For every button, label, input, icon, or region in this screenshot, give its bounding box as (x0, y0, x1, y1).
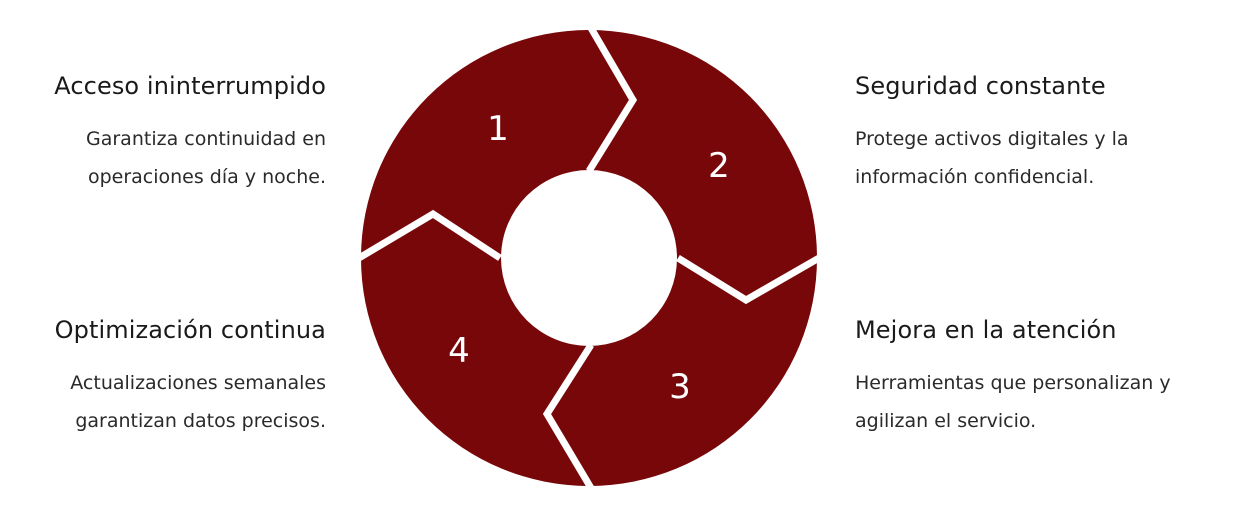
step-2-block: Seguridad constante Protege activos digi… (855, 72, 1175, 196)
separator-1-2 (586, 26, 638, 173)
step-2-description-line-1: Protege activos digitales y la (855, 128, 1129, 150)
step-1-description-line-2: operaciones día y noche. (87, 166, 326, 188)
step-2-description-line-2: información confidencial. (855, 166, 1095, 188)
step-2-description: Protege activos digitales y la informaci… (855, 120, 1175, 196)
cycle-center (501, 170, 677, 346)
step-3-description: Herramientas que personalizan y agilizan… (855, 364, 1175, 440)
step-4-description: Actualizaciones semanales garantizan dat… (6, 364, 326, 440)
segment-number-2: 2 (708, 146, 730, 186)
step-4-title: Optimización continua (54, 316, 326, 344)
separator-2-3 (676, 254, 821, 305)
step-3-description-line-2: agilizan el servicio. (855, 410, 1037, 432)
step-3-description-line-1: Herramientas que personalizan y (855, 372, 1171, 394)
step-4-description-line-1: Actualizaciones semanales (70, 372, 326, 394)
step-4-description-line-2: garantizan datos precisos. (75, 410, 326, 432)
segment-number-1: 1 (487, 109, 509, 149)
step-3-block: Mejora en la atención Herramientas que p… (855, 316, 1175, 440)
step-2-title: Seguridad constante (855, 72, 1106, 100)
separator-3-4 (542, 343, 595, 490)
separator-4-1 (357, 209, 502, 262)
step-1-description: Garantiza continuidad en operaciones día… (6, 120, 326, 196)
step-1-block: Acceso ininterrumpido Garantiza continui… (6, 72, 326, 196)
step-1-description-line-1: Garantiza continuidad en (86, 128, 326, 150)
step-1-title: Acceso ininterrumpido (54, 72, 326, 100)
step-4-block: Optimización continua Actualizaciones se… (6, 316, 326, 440)
segment-number-4: 4 (448, 331, 470, 371)
segment-number-3: 3 (669, 367, 691, 407)
step-3-title: Mejora en la atención (855, 316, 1117, 344)
